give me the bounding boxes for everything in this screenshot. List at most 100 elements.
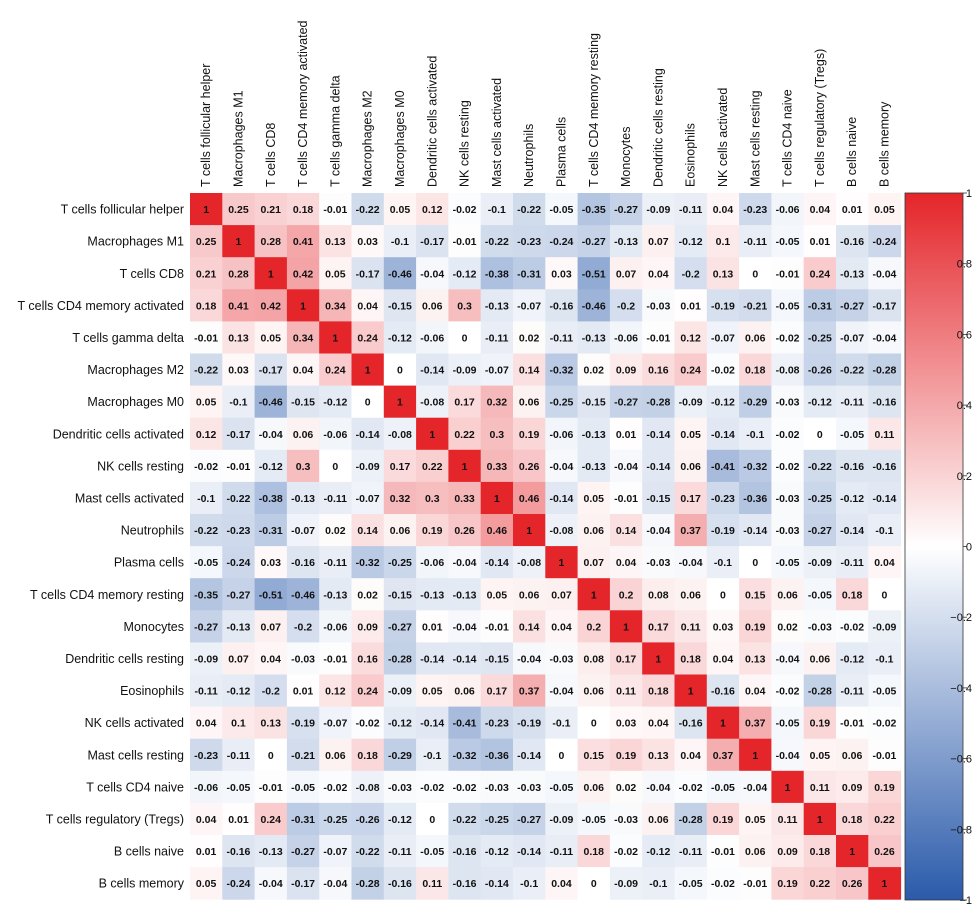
cell-value-label: -0.17 bbox=[420, 236, 444, 248]
cell-value-label: -0.04 bbox=[259, 878, 283, 890]
cell-value-label: -0.12 bbox=[840, 493, 864, 505]
cell-value-label: 0.17 bbox=[390, 461, 411, 473]
heatmap-cell bbox=[609, 353, 643, 387]
cell-value-label: -0.03 bbox=[776, 493, 800, 505]
heatmap-cell bbox=[254, 738, 288, 772]
heatmap-cell bbox=[254, 642, 288, 675]
cell-value-label: -0.38 bbox=[485, 268, 509, 280]
heatmap-cell bbox=[577, 642, 611, 675]
heatmap-cell bbox=[771, 321, 805, 354]
heatmap-cell bbox=[803, 546, 837, 579]
heatmap-cell bbox=[448, 546, 482, 579]
heatmap-cell bbox=[771, 193, 805, 226]
cell-value-label: -0.27 bbox=[517, 814, 541, 826]
cell-value-label: -0.29 bbox=[743, 397, 767, 409]
cell-value-label: -0.1 bbox=[229, 397, 247, 409]
heatmap-cell bbox=[351, 674, 385, 708]
heatmap-cell bbox=[448, 610, 482, 643]
cell-value-label: -0.1 bbox=[552, 718, 570, 730]
cell-value-label: -0.1 bbox=[875, 653, 893, 665]
cell-value-label: 0.18 bbox=[357, 750, 378, 762]
cell-value-label: -0.11 bbox=[840, 557, 864, 569]
heatmap-cell bbox=[642, 867, 675, 900]
cell-value-label: -0.2 bbox=[262, 686, 280, 698]
cell-value-label: 0.06 bbox=[584, 525, 605, 537]
cell-value-label: 0.06 bbox=[519, 589, 540, 601]
cell-value-label: -0.13 bbox=[323, 589, 347, 601]
cell-value-label: -0.03 bbox=[614, 814, 638, 826]
heatmap-cell bbox=[254, 674, 288, 708]
heatmap-cell bbox=[383, 738, 417, 772]
heatmap-cell bbox=[739, 674, 772, 708]
heatmap-cell bbox=[642, 706, 675, 740]
cell-value-label: -0.02 bbox=[194, 461, 218, 473]
heatmap-cell bbox=[803, 674, 837, 708]
cell-value-label: 0.19 bbox=[519, 429, 540, 441]
heatmap-cell bbox=[577, 353, 611, 387]
cell-value-label: -0.06 bbox=[194, 782, 218, 794]
cell-value-label: -0.08 bbox=[517, 557, 541, 569]
heatmap-cell bbox=[577, 514, 611, 547]
heatmap-cell bbox=[868, 674, 902, 708]
cell-value-label: 0.04 bbox=[713, 653, 734, 665]
heatmap-cell bbox=[222, 546, 256, 579]
heatmap-cell bbox=[674, 706, 708, 740]
cell-value-label: 1 bbox=[559, 557, 565, 569]
heatmap-cell bbox=[674, 642, 708, 675]
cell-value-label: -0.21 bbox=[291, 750, 315, 762]
heatmap-cell bbox=[545, 674, 579, 708]
cell-value-label: 0.13 bbox=[648, 750, 669, 762]
cell-value-label: -0.02 bbox=[453, 782, 477, 794]
heatmap-cell bbox=[480, 481, 514, 515]
column-label: T cells regulatory (Tregs) bbox=[813, 49, 827, 187]
heatmap-cell bbox=[351, 449, 385, 483]
heatmap-cell bbox=[480, 546, 514, 579]
cell-value-label: -0.03 bbox=[646, 557, 670, 569]
cell-value-label: 0 bbox=[720, 589, 726, 601]
cell-value-label: -0.26 bbox=[356, 814, 380, 826]
cell-value-label: 0.26 bbox=[874, 846, 895, 858]
cell-value-label: 0.2 bbox=[586, 621, 601, 633]
heatmap-cell bbox=[868, 835, 902, 868]
cell-value-label: -0.09 bbox=[614, 878, 638, 890]
heatmap-cell bbox=[190, 706, 223, 740]
cell-value-label: -0.35 bbox=[194, 589, 218, 601]
heatmap-cell bbox=[868, 225, 902, 258]
heatmap-cell bbox=[803, 193, 837, 226]
cell-value-label: -0.31 bbox=[259, 525, 283, 537]
cell-value-label: 0.33 bbox=[454, 493, 475, 505]
heatmap-cell bbox=[836, 738, 869, 772]
heatmap-cell bbox=[739, 867, 772, 900]
cell-value-label: -0.06 bbox=[420, 332, 444, 344]
cell-value-label: 0.04 bbox=[745, 686, 766, 698]
heatmap-cell bbox=[190, 770, 223, 804]
heatmap-cell bbox=[868, 353, 902, 387]
heatmap-cell bbox=[545, 385, 579, 419]
cell-value-label: 0.24 bbox=[325, 365, 346, 377]
heatmap-cell bbox=[674, 867, 708, 900]
cell-value-label: 0.15 bbox=[584, 750, 605, 762]
heatmap-cell bbox=[222, 802, 256, 836]
cell-value-label: 0.18 bbox=[842, 589, 863, 601]
cell-value-label: -0.22 bbox=[356, 846, 380, 858]
cell-value-label: -0.51 bbox=[582, 268, 606, 280]
cell-value-label: 0.04 bbox=[196, 718, 217, 730]
heatmap-cell bbox=[674, 835, 708, 868]
heatmap-cell bbox=[319, 642, 352, 675]
cell-value-label: -0.16 bbox=[549, 300, 573, 312]
heatmap-cell bbox=[513, 738, 546, 772]
heatmap-cell bbox=[836, 867, 869, 900]
heatmap-cell bbox=[642, 353, 675, 387]
heatmap-cell bbox=[319, 706, 352, 740]
cell-value-label: 0.04 bbox=[648, 268, 669, 280]
heatmap-cell bbox=[286, 610, 320, 643]
heatmap-cell bbox=[448, 321, 482, 354]
heatmap-cell bbox=[706, 738, 740, 772]
heatmap-cell bbox=[448, 738, 482, 772]
cell-value-label: 1 bbox=[365, 365, 371, 377]
cell-value-label: 0.14 bbox=[616, 525, 637, 537]
cell-value-label: 0.19 bbox=[745, 621, 766, 633]
heatmap-cell bbox=[545, 642, 579, 675]
heatmap-cell bbox=[448, 289, 482, 322]
cell-value-label: 0.06 bbox=[422, 300, 443, 312]
